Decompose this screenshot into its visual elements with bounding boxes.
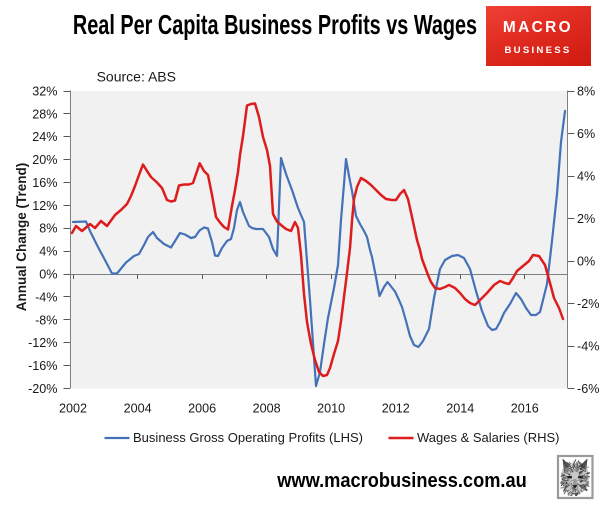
svg-text:20%: 20% bbox=[32, 153, 57, 167]
svg-text:4%: 4% bbox=[39, 245, 57, 259]
svg-text:0%: 0% bbox=[577, 254, 595, 268]
svg-text:2%: 2% bbox=[577, 212, 595, 226]
svg-text:0%: 0% bbox=[39, 267, 57, 281]
svg-text:Wages & Salaries (RHS): Wages & Salaries (RHS) bbox=[417, 430, 560, 445]
svg-text:2016: 2016 bbox=[511, 402, 539, 416]
svg-text:12%: 12% bbox=[32, 199, 57, 213]
svg-text:-12%: -12% bbox=[28, 336, 57, 350]
svg-text:8%: 8% bbox=[39, 222, 57, 236]
svg-text:-6%: -6% bbox=[577, 382, 599, 396]
svg-text:-8%: -8% bbox=[35, 313, 57, 327]
svg-text:28%: 28% bbox=[32, 107, 57, 121]
svg-text:2012: 2012 bbox=[382, 402, 410, 416]
svg-text:Annual Change (Trend): Annual Change (Trend) bbox=[14, 163, 29, 312]
svg-text:2006: 2006 bbox=[188, 402, 216, 416]
svg-text:16%: 16% bbox=[32, 176, 57, 190]
svg-text:-4%: -4% bbox=[35, 290, 57, 304]
svg-text:24%: 24% bbox=[32, 130, 57, 144]
svg-text:2008: 2008 bbox=[253, 402, 281, 416]
svg-text:32%: 32% bbox=[32, 84, 57, 98]
svg-text:Source: ABS: Source: ABS bbox=[97, 69, 176, 85]
svg-text:2010: 2010 bbox=[317, 402, 345, 416]
svg-text:2002: 2002 bbox=[59, 402, 87, 416]
svg-text:4%: 4% bbox=[577, 169, 595, 183]
svg-text:-16%: -16% bbox=[28, 359, 57, 373]
svg-text:2004: 2004 bbox=[124, 402, 152, 416]
svg-text:8%: 8% bbox=[577, 84, 595, 98]
svg-text:2014: 2014 bbox=[446, 402, 474, 416]
svg-text:-2%: -2% bbox=[577, 297, 599, 311]
svg-text:-20%: -20% bbox=[28, 382, 57, 396]
svg-text:Business Gross Operating Profi: Business Gross Operating Profits (LHS) bbox=[133, 430, 363, 445]
svg-text:6%: 6% bbox=[577, 127, 595, 141]
svg-text:-4%: -4% bbox=[577, 339, 599, 353]
